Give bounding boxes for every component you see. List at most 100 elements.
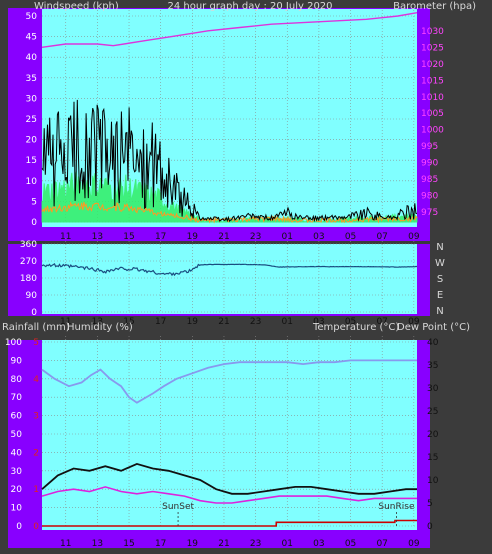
dewpoint-series bbox=[41, 486, 417, 504]
wind-y-tick-0: 0 bbox=[31, 218, 37, 228]
baro-y-tick-980: 980 bbox=[421, 192, 438, 202]
baro-y-tick-1010: 1010 bbox=[421, 93, 444, 103]
sunrise-label: SunRise bbox=[378, 502, 415, 512]
dir-y-tick-270: 270 bbox=[20, 257, 37, 267]
dir-y-tick-0: 0 bbox=[31, 308, 37, 318]
baro-y-tick-1030: 1030 bbox=[421, 27, 444, 37]
rain-y-tick-5: 5 bbox=[33, 338, 39, 348]
dir-y-tick-90: 90 bbox=[26, 291, 38, 301]
dir-y-tick-360: 360 bbox=[20, 240, 37, 250]
baro-y-tick-990: 990 bbox=[421, 159, 438, 169]
dewpoint-axis-title: Dew Point (°C) bbox=[397, 322, 470, 333]
rainfall-series bbox=[42, 519, 417, 527]
x-tick-label-03: 03 bbox=[313, 232, 324, 242]
baro-y-tick-975: 975 bbox=[421, 208, 438, 218]
barometer-axis-title: Barometer (hpa) bbox=[393, 1, 476, 12]
humidity-y-tick-60: 60 bbox=[11, 412, 23, 422]
rain-y-tick-2: 2 bbox=[33, 448, 39, 458]
rain-y-tick-0: 0 bbox=[33, 522, 39, 532]
rain-y-tick-3: 3 bbox=[33, 412, 39, 422]
wind-y-tick-50: 50 bbox=[26, 12, 38, 22]
compass-label-n-top: N bbox=[436, 242, 443, 253]
temperature-axis-title: Temperature (°C) bbox=[312, 322, 399, 333]
temp-y-tick-40: 40 bbox=[427, 338, 439, 348]
humidity-y-tick-70: 70 bbox=[11, 393, 23, 403]
x-tick-label-19: 19 bbox=[187, 317, 199, 327]
baro-y-tick-1000: 1000 bbox=[421, 126, 444, 136]
temp-y-tick-20: 20 bbox=[427, 430, 439, 440]
temp-y-tick-25: 25 bbox=[427, 407, 438, 417]
wind-y-tick-25: 25 bbox=[26, 115, 37, 125]
baro-y-tick-1025: 1025 bbox=[421, 43, 444, 53]
humidity-axis-title: Humidity (%) bbox=[67, 322, 133, 333]
humidity-y-tick-0: 0 bbox=[16, 522, 22, 532]
x-tick-label-17: 17 bbox=[155, 232, 166, 242]
chart-title: 24 hour graph day : 20 July 2020 bbox=[167, 1, 332, 12]
baro-y-tick-1005: 1005 bbox=[421, 109, 444, 119]
x-tick-label-01: 01 bbox=[282, 232, 293, 242]
x-tick-label-19: 19 bbox=[187, 539, 199, 549]
x-tick-label-13: 13 bbox=[92, 317, 103, 327]
baro-y-tick-995: 995 bbox=[421, 142, 438, 152]
compass-label-w: W bbox=[435, 258, 445, 269]
x-tick-label-07: 07 bbox=[376, 317, 387, 327]
humidity-y-tick-90: 90 bbox=[11, 356, 23, 366]
temp-y-tick-30: 30 bbox=[427, 384, 439, 394]
temp-y-tick-10: 10 bbox=[427, 476, 439, 486]
x-tick-label-07: 07 bbox=[376, 539, 387, 549]
x-tick-label-09: 09 bbox=[408, 232, 420, 242]
x-tick-label-13: 13 bbox=[92, 232, 103, 242]
humidity-y-tick-40: 40 bbox=[11, 448, 23, 458]
temp-plot-area bbox=[42, 340, 417, 530]
wind-y-tick-40: 40 bbox=[26, 53, 38, 63]
humidity-series bbox=[41, 359, 417, 404]
x-tick-label-15: 15 bbox=[123, 317, 134, 327]
rain-y-tick-1: 1 bbox=[33, 485, 39, 495]
rain-y-tick-4: 4 bbox=[33, 375, 39, 385]
wind-y-tick-5: 5 bbox=[31, 197, 37, 207]
baro-y-tick-985: 985 bbox=[421, 175, 438, 185]
x-tick-label-15: 15 bbox=[123, 539, 134, 549]
temp-y-tick-0: 0 bbox=[427, 522, 433, 532]
x-tick-label-21: 21 bbox=[218, 317, 229, 327]
x-tick-label-01: 01 bbox=[282, 317, 293, 327]
wind-y-tick-45: 45 bbox=[26, 33, 37, 43]
x-tick-label-05: 05 bbox=[345, 232, 356, 242]
barometer-series bbox=[41, 12, 418, 48]
compass-label-e: E bbox=[437, 290, 443, 301]
x-tick-label-07: 07 bbox=[376, 232, 387, 242]
wind-direction-series bbox=[41, 263, 417, 277]
humidity-y-tick-100: 100 bbox=[5, 338, 22, 348]
x-tick-label-15: 15 bbox=[123, 232, 134, 242]
humidity-y-tick-50: 50 bbox=[11, 430, 23, 440]
humidity-y-tick-10: 10 bbox=[11, 504, 23, 514]
wind-y-tick-15: 15 bbox=[26, 156, 37, 166]
x-tick-label-01: 01 bbox=[282, 539, 293, 549]
x-tick-label-23: 23 bbox=[250, 317, 261, 327]
x-tick-label-19: 19 bbox=[187, 232, 199, 242]
baro-y-tick-1020: 1020 bbox=[421, 60, 444, 70]
direction-plot-area bbox=[42, 244, 417, 314]
sunset-label: SunSet bbox=[162, 502, 194, 512]
wind-y-tick-10: 10 bbox=[26, 177, 38, 187]
x-tick-label-11: 11 bbox=[60, 539, 71, 549]
wind-y-tick-20: 20 bbox=[26, 136, 38, 146]
x-tick-label-11: 11 bbox=[60, 232, 71, 242]
compass-label-s: S bbox=[437, 274, 443, 285]
x-tick-label-17: 17 bbox=[155, 539, 166, 549]
x-tick-label-03: 03 bbox=[313, 317, 324, 327]
rainfall-axis-title: Rainfall (mm) bbox=[2, 322, 70, 333]
x-tick-label-03: 03 bbox=[313, 539, 324, 549]
compass-label-n-bottom: N bbox=[436, 306, 443, 317]
x-tick-label-17: 17 bbox=[155, 317, 166, 327]
baro-y-tick-1015: 1015 bbox=[421, 76, 444, 86]
x-tick-label-09: 09 bbox=[408, 539, 420, 549]
dir-y-tick-180: 180 bbox=[20, 274, 37, 284]
wind-y-tick-35: 35 bbox=[26, 74, 37, 84]
temp-y-tick-5: 5 bbox=[427, 499, 433, 509]
x-tick-label-13: 13 bbox=[92, 539, 103, 549]
temp-y-tick-15: 15 bbox=[427, 453, 438, 463]
wind-low-series bbox=[41, 201, 418, 224]
x-tick-label-05: 05 bbox=[345, 539, 356, 549]
humidity-y-tick-20: 20 bbox=[11, 485, 23, 495]
